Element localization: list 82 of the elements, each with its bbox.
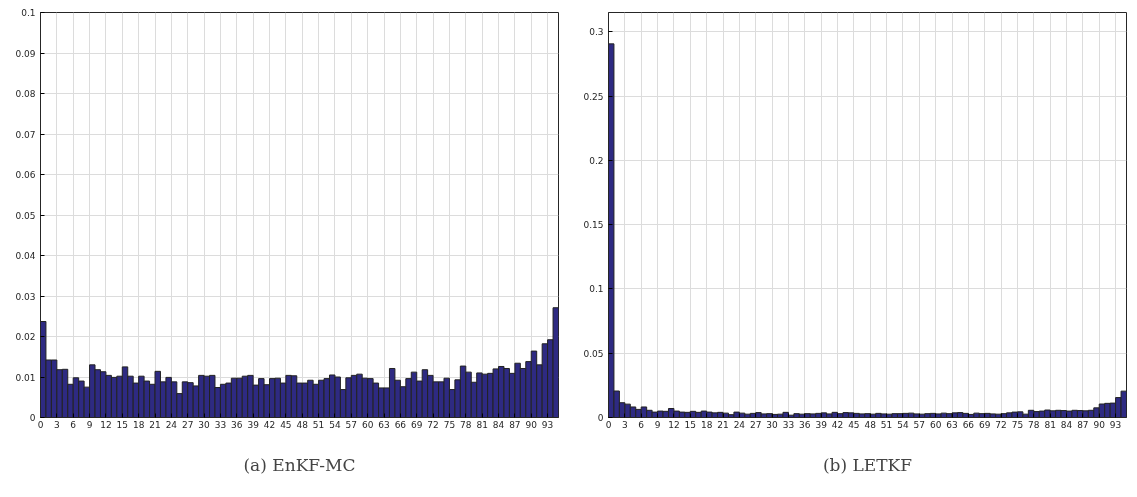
x-tick-label: 30 <box>198 419 211 430</box>
x-tick-label: 0 <box>37 419 44 430</box>
x-tick-label: 69 <box>411 419 423 430</box>
x-tick-label: 12 <box>668 419 680 430</box>
x-tick-label: 57 <box>345 419 358 430</box>
x-tick-label: 39 <box>247 419 260 430</box>
x-tick-label: 21 <box>717 419 729 430</box>
x-tick-label: 24 <box>165 419 178 430</box>
x-tick-label: 51 <box>880 419 893 430</box>
x-tick-label: 84 <box>492 419 505 430</box>
x-tick-label: 93 <box>541 419 554 430</box>
y-tick-label: 0.04 <box>15 251 36 261</box>
y-tick-label: 0.3 <box>589 27 604 38</box>
x-tick-label: 81 <box>1044 419 1056 430</box>
y-tick-label: 0.07 <box>15 129 36 140</box>
x-tick-label: 9 <box>86 419 93 430</box>
x-tick-label: 75 <box>1011 419 1024 430</box>
x-tick-label: 78 <box>460 419 472 430</box>
y-tick-label: 0.05 <box>583 348 604 359</box>
x-tick-label: 42 <box>263 419 276 430</box>
x-tick-label: 78 <box>1028 419 1040 430</box>
x-tick-label: 93 <box>1109 419 1122 430</box>
x-tick-label: 90 <box>1093 419 1106 430</box>
x-tick-label: 60 <box>929 419 942 430</box>
x-tick-label: 33 <box>214 419 227 430</box>
y-tick-label: 0.1 <box>589 284 604 295</box>
text: (b) LETKF <box>822 455 913 475</box>
y-tick-label: 0.01 <box>15 372 36 383</box>
y-tick-label: 0.15 <box>583 220 604 231</box>
x-tick-label: 6 <box>70 419 77 430</box>
x-tick-label: 90 <box>525 419 538 430</box>
x-tick-label: 81 <box>476 419 488 430</box>
x-tick-label: 54 <box>329 419 341 430</box>
x-tick-label: 36 <box>799 419 811 430</box>
x-tick-label: 9 <box>654 419 661 430</box>
x-tick-label: 63 <box>378 419 390 430</box>
x-tick-label: 66 <box>394 419 407 430</box>
y-tick-label: 0.05 <box>15 210 36 221</box>
x-tick-label: 45 <box>848 419 860 430</box>
x-tick-label: 6 <box>638 419 645 430</box>
x-tick-label: 63 <box>946 419 958 430</box>
x-tick-label: 45 <box>280 419 292 430</box>
x-tick-label: 72 <box>995 419 1007 430</box>
x-tick-label: 72 <box>427 419 439 430</box>
x-tick-label: 87 <box>1077 419 1089 430</box>
x-tick-label: 48 <box>296 419 309 430</box>
x-tick-label: 18 <box>700 419 713 430</box>
x-tick-label: 57 <box>913 419 926 430</box>
x-tick-label: 36 <box>231 419 243 430</box>
x-tick-label: 87 <box>509 419 521 430</box>
x-tick-label: 24 <box>733 419 746 430</box>
y-tick-label: 0.1 <box>21 8 36 18</box>
x-tick-label: 3 <box>53 419 60 430</box>
text: (a) EnKF-MC <box>243 455 356 475</box>
y-tick-label: 0.08 <box>15 89 36 99</box>
x-tick-label: 60 <box>361 419 374 430</box>
x-tick-label: 30 <box>766 419 779 430</box>
y-tick-label: 0.06 <box>15 170 36 180</box>
x-tick-label: 33 <box>782 419 795 430</box>
x-tick-label: 39 <box>815 419 828 430</box>
x-tick-label: 12 <box>100 419 112 430</box>
x-tick-label: 42 <box>831 419 844 430</box>
x-tick-label: 15 <box>684 419 697 430</box>
x-tick-label: 75 <box>443 419 456 430</box>
x-tick-label: 48 <box>864 419 877 430</box>
x-tick-label: 27 <box>749 419 762 430</box>
x-tick-label: 27 <box>181 419 194 430</box>
x-tick-label: 18 <box>132 419 145 430</box>
x-tick-label: 15 <box>116 419 129 430</box>
x-tick-label: 21 <box>149 419 161 430</box>
y-tick-label: 0.09 <box>15 48 36 59</box>
y-tick-label: 0.02 <box>15 332 36 342</box>
x-tick-label: 66 <box>962 419 975 430</box>
x-tick-label: 51 <box>312 419 325 430</box>
x-tick-label: 3 <box>621 419 628 430</box>
y-tick-label: 0.25 <box>583 91 604 102</box>
x-tick-label: 0 <box>605 419 612 430</box>
x-tick-label: 84 <box>1060 419 1073 430</box>
x-tick-label: 54 <box>897 419 909 430</box>
x-tick-label: 69 <box>979 419 991 430</box>
y-tick-label: 0.2 <box>589 155 604 166</box>
y-tick-label: 0.03 <box>15 291 36 302</box>
